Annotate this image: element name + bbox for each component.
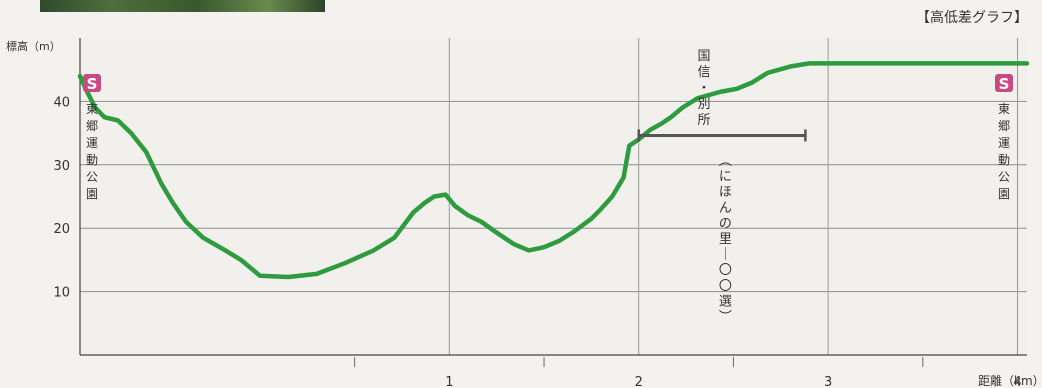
station-label-char: 公 [86, 170, 98, 184]
station-label-char: 公 [998, 170, 1010, 184]
station-label-char: 東 [86, 102, 98, 116]
satoyama-note-char: の [719, 216, 732, 231]
range-label-char: 信 [698, 65, 711, 80]
y-tick-label: 10 [53, 286, 70, 301]
x-tick-label: 3 [824, 375, 832, 388]
series-layer [77, 61, 1030, 280]
satoyama-note-char: ん [719, 201, 732, 216]
satoyama-note-char: ︵ [719, 154, 732, 169]
satoyama-note-char: 選 [719, 294, 732, 309]
range-label-char: 別 [698, 97, 711, 112]
plot-area [80, 38, 1027, 355]
satoyama-note-char: 〇 [719, 279, 732, 294]
station-label-char: 園 [86, 187, 98, 201]
marker-letter: S [999, 75, 1010, 93]
range-label: 国信・別所 [698, 49, 711, 128]
station-label-char: 動 [86, 153, 98, 167]
marker-badge [995, 74, 1013, 92]
station-label-char: 郷 [86, 119, 98, 133]
grid [80, 38, 1027, 355]
start-end-marker: S [83, 74, 101, 93]
satoyama-note-char: ︶ [719, 310, 732, 325]
satoyama-note-char: 里 [719, 232, 732, 247]
range-label-char: ・ [698, 81, 711, 96]
y-tick-label: 40 [53, 95, 70, 110]
header-photo [40, 0, 325, 12]
start-end-marker: S [995, 74, 1013, 93]
station-label-char: 運 [998, 136, 1010, 150]
x-tick-label: 1 [445, 375, 453, 388]
satoyama-note-char: 〇 [719, 263, 732, 278]
station-label-char: 動 [998, 153, 1010, 167]
x-tick-label: 2 [635, 375, 643, 388]
range-label-char: 国 [698, 49, 711, 64]
y-tick-label: 30 [53, 159, 70, 174]
station-label-char: 郷 [998, 119, 1010, 133]
satoyama-note-char: に [719, 170, 732, 185]
x-tick-label: 4 [1013, 375, 1021, 388]
satoyama-note-char: ほ [719, 185, 732, 200]
station-label-char: 運 [86, 136, 98, 150]
y-tick-label: 20 [53, 222, 70, 237]
marker-letter: S [87, 75, 98, 93]
station-label-char: 東 [998, 102, 1010, 116]
marker-badge [83, 74, 101, 92]
range-label-char: 所 [698, 113, 711, 128]
axes: 10 20 30 40 1 2 3 4 [53, 38, 1027, 388]
elevation-line [77, 61, 1030, 280]
satoyama-note-char: ｜ [719, 248, 732, 263]
station-label-char: 園 [998, 187, 1010, 201]
x-axis-label: 距離（km） [978, 374, 1042, 388]
chart-title: 【高低差グラフ】 [916, 9, 1028, 26]
y-axis-label: 標高（m） [6, 39, 61, 53]
